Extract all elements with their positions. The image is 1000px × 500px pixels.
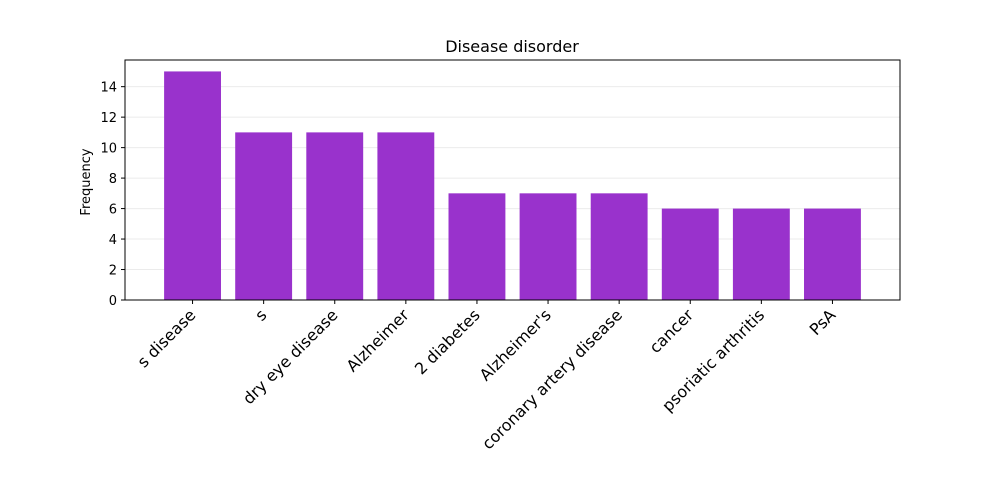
x-tick-label: Alzheimer	[343, 305, 413, 375]
bars	[164, 71, 861, 300]
x-tick-label: s disease	[133, 305, 199, 371]
bar	[590, 193, 648, 300]
bar	[804, 208, 861, 300]
x-tick-label: cancer	[645, 305, 697, 357]
x-tick-label: Alzheimer's	[476, 305, 555, 384]
bar	[235, 132, 293, 300]
y-axis: 0 2 4 6 8 10 12 14	[100, 81, 125, 309]
plot-frame	[124, 59, 901, 301]
x-tick-label: dry eye disease	[239, 305, 342, 408]
bar	[519, 193, 577, 300]
x-tick-label: s	[251, 305, 270, 324]
bar	[164, 71, 221, 300]
y-tick-label: 4	[109, 233, 117, 248]
y-tick-label: 2	[109, 264, 117, 279]
y-tick-label: 0	[109, 294, 117, 309]
y-tick-label: 10	[100, 142, 117, 157]
y-axis-label: Frequency	[79, 148, 94, 215]
bar	[661, 208, 719, 300]
bar	[377, 132, 435, 300]
y-tick-label: 6	[109, 203, 117, 218]
y-tick-label: 14	[100, 81, 117, 96]
x-tick-label: coronary artery disease	[478, 305, 626, 453]
bar	[306, 132, 364, 300]
bar	[448, 193, 506, 300]
y-tick-label: 12	[100, 111, 117, 126]
x-tick-label: 2 diabetes	[411, 305, 484, 378]
bar	[732, 208, 790, 300]
chart-title: Disease disorder	[445, 37, 579, 56]
y-tick-label: 8	[109, 172, 117, 187]
x-tick-label: PsA	[806, 305, 840, 339]
